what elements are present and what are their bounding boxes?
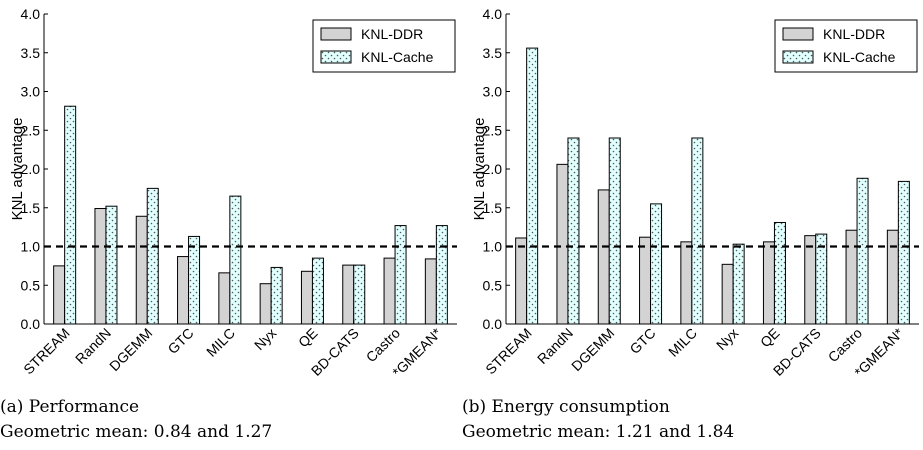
energy-subcaption: Geometric mean: 1.21 and 1.84 bbox=[462, 422, 735, 442]
bar-knl-cache bbox=[311, 257, 324, 325]
x-tick-label: MILC bbox=[665, 325, 700, 360]
y-tick-label: 0.5 bbox=[21, 277, 41, 293]
bar-knl-ddr bbox=[424, 258, 437, 325]
bar-knl-cache bbox=[691, 137, 704, 325]
y-tick-label: 2.5 bbox=[483, 122, 503, 138]
x-tick-label: DGEMM bbox=[568, 325, 617, 374]
legend-swatch-knl-ddr bbox=[782, 27, 814, 41]
y-tick-label: 3.5 bbox=[21, 45, 41, 61]
bar-knl-ddr bbox=[886, 229, 899, 325]
bar-knl-ddr bbox=[94, 208, 107, 325]
legend: KNL-DDR KNL-Cache bbox=[312, 19, 456, 73]
x-tick-label: QE bbox=[295, 325, 321, 351]
bar-knl-ddr bbox=[135, 215, 148, 325]
y-axis-label: KNL advantage bbox=[471, 118, 488, 221]
bar-knl-cache bbox=[732, 243, 745, 325]
performance-subcaption: Geometric mean: 0.84 and 1.27 bbox=[0, 422, 273, 442]
x-tick-label: Castro bbox=[825, 325, 866, 366]
energy-chart-panel: 0.0 0.5 1.0 1.5 2.0 2.5 3.0 3.5 4.0 KNL advantage… bbox=[462, 0, 923, 450]
legend-swatch-knl-ddr bbox=[320, 27, 352, 41]
bar-knl-cache bbox=[435, 225, 448, 325]
bar-knl-cache bbox=[394, 225, 407, 325]
bar-knl-ddr bbox=[556, 163, 569, 325]
bar-knl-cache bbox=[650, 203, 663, 325]
bar-knl-cache bbox=[105, 205, 118, 325]
energy-chart: 0.0 0.5 1.0 1.5 2.0 2.5 3.0 3.5 4.0 KNL advantage… bbox=[471, 6, 919, 380]
legend-label-knl-cache: KNL-Cache bbox=[361, 49, 434, 65]
bar-knl-ddr bbox=[515, 237, 528, 325]
y-tick-label: 3.0 bbox=[483, 84, 503, 100]
bar-knl-ddr bbox=[218, 272, 231, 325]
legend-label-knl-ddr: KNL-DDR bbox=[823, 26, 885, 42]
legend-label-knl-ddr: KNL-DDR bbox=[361, 26, 423, 42]
y-tick-label: 0.5 bbox=[483, 277, 503, 293]
bar-knl-ddr bbox=[804, 235, 817, 325]
bar-knl-cache bbox=[897, 180, 910, 325]
y-tick-label: 1.5 bbox=[21, 200, 41, 216]
x-tick-label: QE bbox=[757, 325, 783, 351]
bar-knl-cache bbox=[526, 47, 539, 325]
x-tick-label: Nyx bbox=[713, 325, 741, 353]
bar-knl-ddr bbox=[597, 189, 610, 325]
bar-knl-cache bbox=[229, 195, 242, 325]
bar-knl-cache bbox=[270, 266, 283, 325]
bar-knl-ddr bbox=[177, 256, 190, 325]
y-tick-label: 3.0 bbox=[21, 84, 41, 100]
y-axis-label: KNL advantage bbox=[9, 118, 26, 221]
x-tick-label: GTC bbox=[626, 325, 658, 357]
bar-knl-ddr bbox=[259, 283, 272, 325]
bar-knl-ddr bbox=[53, 265, 66, 325]
bar-knl-cache bbox=[353, 264, 366, 325]
x-tick-label: DGEMM bbox=[106, 325, 155, 374]
y-tick-label: 1.0 bbox=[21, 239, 41, 255]
x-tick-label: Castro bbox=[363, 325, 404, 366]
bar-knl-cache bbox=[567, 137, 580, 325]
bar-knl-cache bbox=[815, 233, 828, 325]
bar-knl-cache bbox=[608, 137, 621, 325]
y-tick-label: 0.0 bbox=[483, 316, 503, 332]
y-tick-label: 3.5 bbox=[483, 45, 503, 61]
legend-swatch-knl-cache bbox=[782, 50, 814, 64]
performance-chart: 0.0 0.5 1.0 1.5 2.0 2.5 3.0 3.5 4.0 KNL advantage… bbox=[9, 6, 457, 380]
legend: KNL-DDR KNL-Cache bbox=[774, 19, 918, 73]
bar-knl-ddr bbox=[342, 264, 355, 325]
bar-knl-ddr bbox=[383, 257, 396, 325]
bar-knl-ddr bbox=[721, 263, 734, 325]
performance-chart-panel: 0.0 0.5 1.0 1.5 2.0 2.5 3.0 3.5 4.0 KNL advantage… bbox=[0, 6, 457, 442]
x-tick-label: Nyx bbox=[251, 325, 279, 353]
x-tick-label: STREAM bbox=[482, 325, 535, 378]
y-tick-label: 2.5 bbox=[21, 122, 41, 138]
bar-knl-cache bbox=[856, 177, 869, 325]
y-tick-label: 4.0 bbox=[483, 6, 503, 22]
y-tick-label: 4.0 bbox=[21, 6, 41, 22]
bar-knl-ddr bbox=[845, 229, 858, 325]
y-tick-label: 2.0 bbox=[21, 161, 41, 177]
bar-knl-cache bbox=[773, 221, 786, 325]
energy-caption: (b) Energy consumption bbox=[462, 397, 670, 417]
bar-knl-ddr bbox=[762, 241, 775, 325]
bar-knl-cache bbox=[64, 105, 77, 325]
bar-knl-cache bbox=[188, 235, 201, 325]
legend-swatch-knl-cache bbox=[320, 50, 352, 64]
bar-knl-ddr bbox=[300, 270, 313, 325]
x-tick-label: MILC bbox=[203, 325, 238, 360]
y-tick-label: 1.0 bbox=[483, 239, 503, 255]
bar-knl-ddr bbox=[680, 241, 693, 325]
y-tick-label: 1.5 bbox=[483, 200, 503, 216]
x-tick-label: STREAM bbox=[20, 325, 73, 378]
legend-label-knl-cache: KNL-Cache bbox=[823, 49, 896, 65]
x-tick-label: GTC bbox=[164, 325, 196, 357]
performance-caption: (a) Performance bbox=[0, 397, 140, 417]
y-tick-label: 2.0 bbox=[483, 161, 503, 177]
bar-knl-cache bbox=[146, 187, 159, 325]
y-tick-label: 0.0 bbox=[21, 316, 41, 332]
bar-knl-ddr bbox=[639, 236, 652, 325]
